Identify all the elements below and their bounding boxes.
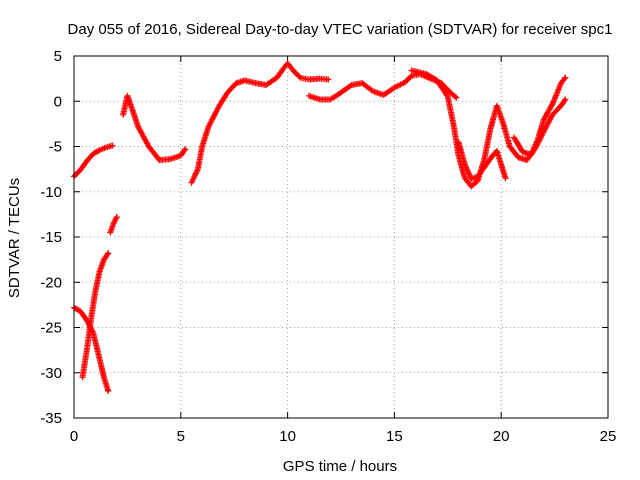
data-point xyxy=(548,102,555,109)
x-tick-label: 5 xyxy=(177,428,185,445)
chart-title: Day 055 of 2016, Sidereal Day-to-day VTE… xyxy=(68,21,613,38)
data-point xyxy=(325,76,332,83)
data-point xyxy=(443,92,450,99)
data-point xyxy=(452,93,459,100)
y-tick-label: -20 xyxy=(40,274,62,291)
series-arc-c xyxy=(79,250,112,381)
data-point xyxy=(105,250,112,257)
plot-frame xyxy=(73,55,609,419)
data-point xyxy=(181,147,188,154)
x-axis-label: GPS time / hours xyxy=(283,458,397,475)
data-point xyxy=(105,387,112,394)
series-arc-e xyxy=(120,92,189,164)
data-point xyxy=(561,76,568,83)
data-point xyxy=(562,96,569,103)
y-tick-label: -5 xyxy=(49,139,62,156)
data-series xyxy=(71,60,569,394)
x-tick-label: 25 xyxy=(600,428,617,445)
series-arc-j xyxy=(511,74,569,158)
y-tick-label: -25 xyxy=(40,320,62,337)
data-point xyxy=(502,175,509,182)
y-tick-label: -10 xyxy=(40,184,62,201)
axis-ticks: 0 5 10 15 20 25 5 0 -5 -10 -15 -20 -25 -30 -35 xyxy=(40,48,616,445)
data-point xyxy=(182,146,189,153)
series-arc-i xyxy=(455,138,509,183)
data-point xyxy=(109,142,116,149)
grid xyxy=(74,56,608,418)
y-tick-label: -15 xyxy=(40,229,62,246)
series-arc-d xyxy=(107,214,120,236)
data-point xyxy=(561,97,568,104)
series-arc-h xyxy=(408,67,569,190)
data-point xyxy=(113,214,120,221)
y-tick-label: -30 xyxy=(40,365,62,382)
x-tick-label: 20 xyxy=(493,428,510,445)
series-arc-a xyxy=(71,142,116,180)
x-tick-label: 15 xyxy=(386,428,403,445)
y-tick-label: -35 xyxy=(40,410,62,427)
data-point xyxy=(104,251,111,258)
y-axis-label: SDTVAR / TECUs xyxy=(6,178,23,298)
data-point xyxy=(347,82,354,89)
data-point xyxy=(453,94,460,101)
series-arc-g xyxy=(305,71,460,103)
series-arc-f xyxy=(188,60,332,186)
data-point xyxy=(562,74,569,81)
x-tick-label: 0 xyxy=(70,428,78,445)
x-tick-label: 10 xyxy=(279,428,296,445)
y-tick-label: 5 xyxy=(54,48,62,65)
y-tick-label: 0 xyxy=(54,93,62,110)
